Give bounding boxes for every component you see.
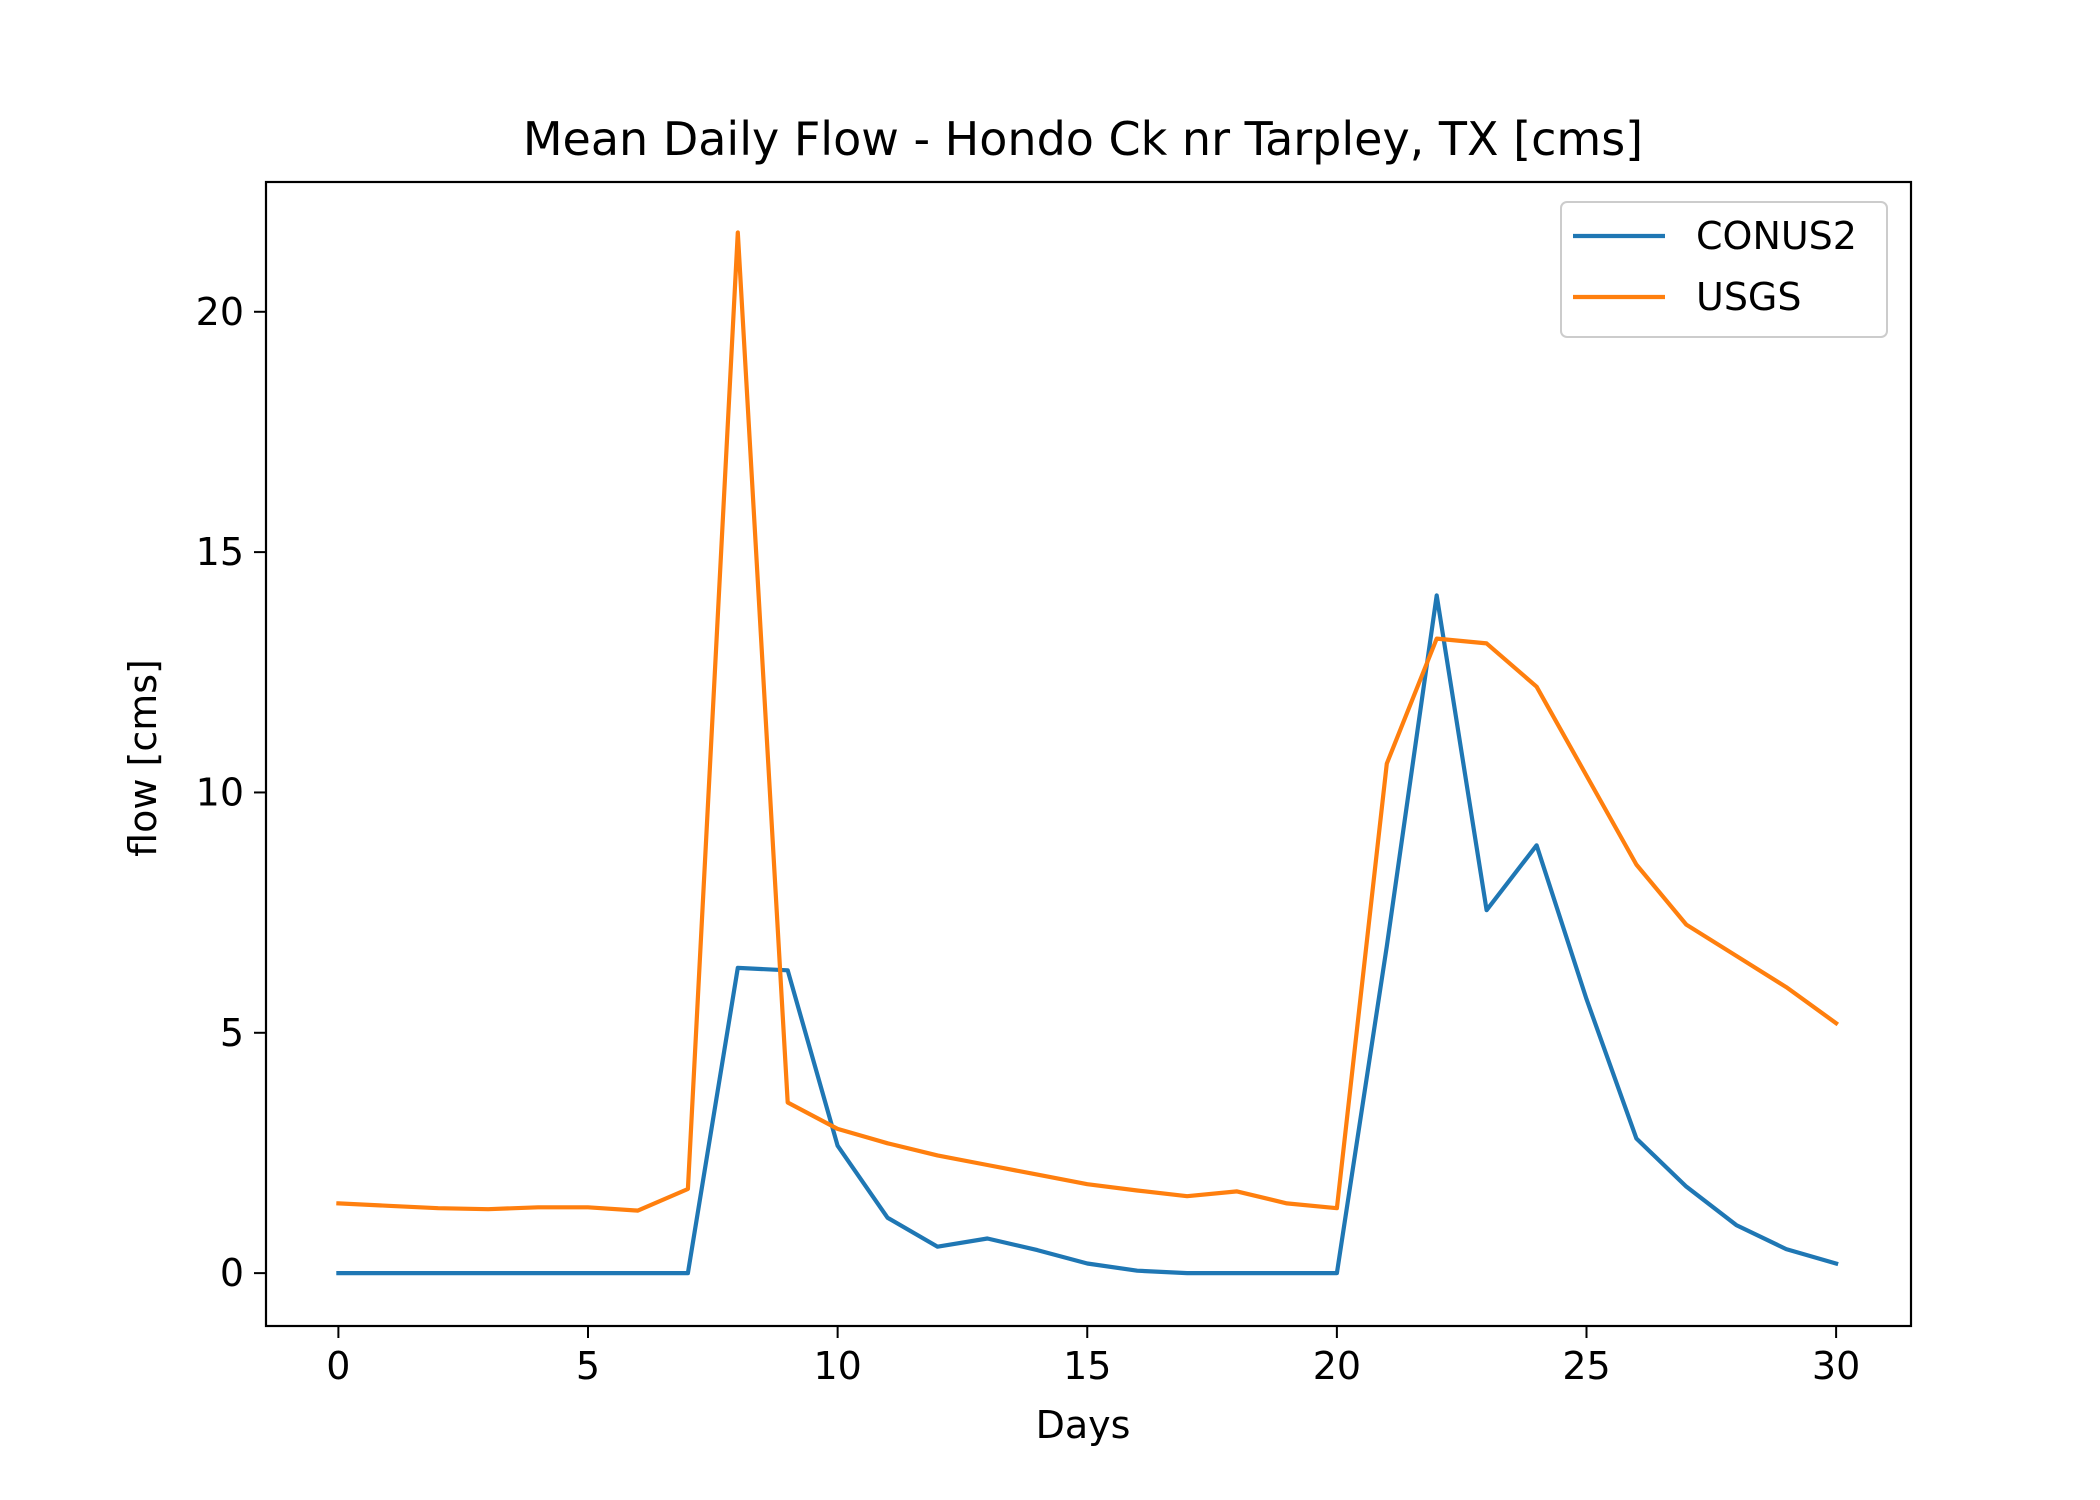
x-tick-label: 20 bbox=[1313, 1344, 1361, 1388]
x-tick-label: 5 bbox=[576, 1344, 600, 1388]
y-axis: 0 5 10 15 20 bbox=[196, 290, 266, 1295]
y-axis-title: flow [cms] bbox=[121, 659, 165, 857]
x-tick-label: 0 bbox=[326, 1344, 350, 1388]
legend: CONUS2 USGS bbox=[1560, 201, 1888, 338]
series-layer bbox=[336, 230, 1840, 1276]
legend-label-usgs: USGS bbox=[1696, 275, 1802, 319]
x-axis-title: Days bbox=[1036, 1403, 1131, 1447]
x-tick-label: 25 bbox=[1562, 1344, 1610, 1388]
x-tick-label: 10 bbox=[813, 1344, 861, 1388]
series-line-conus2 bbox=[336, 593, 1839, 1276]
legend-label-conus2: CONUS2 bbox=[1696, 214, 1857, 258]
x-tick-label: 30 bbox=[1812, 1344, 1860, 1388]
y-tick-label: 0 bbox=[220, 1251, 244, 1295]
y-tick-label: 5 bbox=[220, 1011, 244, 1055]
y-tick-label: 10 bbox=[196, 770, 244, 814]
series-line-usgs bbox=[336, 230, 1840, 1213]
x-axis: 0 5 10 15 20 25 30 bbox=[326, 1326, 1860, 1388]
chart-title: Mean Daily Flow - Hondo Ck nr Tarpley, T… bbox=[523, 112, 1643, 166]
plot-frame bbox=[264, 180, 1913, 1328]
x-tick-label: 15 bbox=[1063, 1344, 1111, 1388]
y-tick-label: 15 bbox=[196, 530, 244, 574]
plot-area bbox=[264, 180, 1913, 1328]
y-tick-label: 20 bbox=[196, 290, 244, 334]
